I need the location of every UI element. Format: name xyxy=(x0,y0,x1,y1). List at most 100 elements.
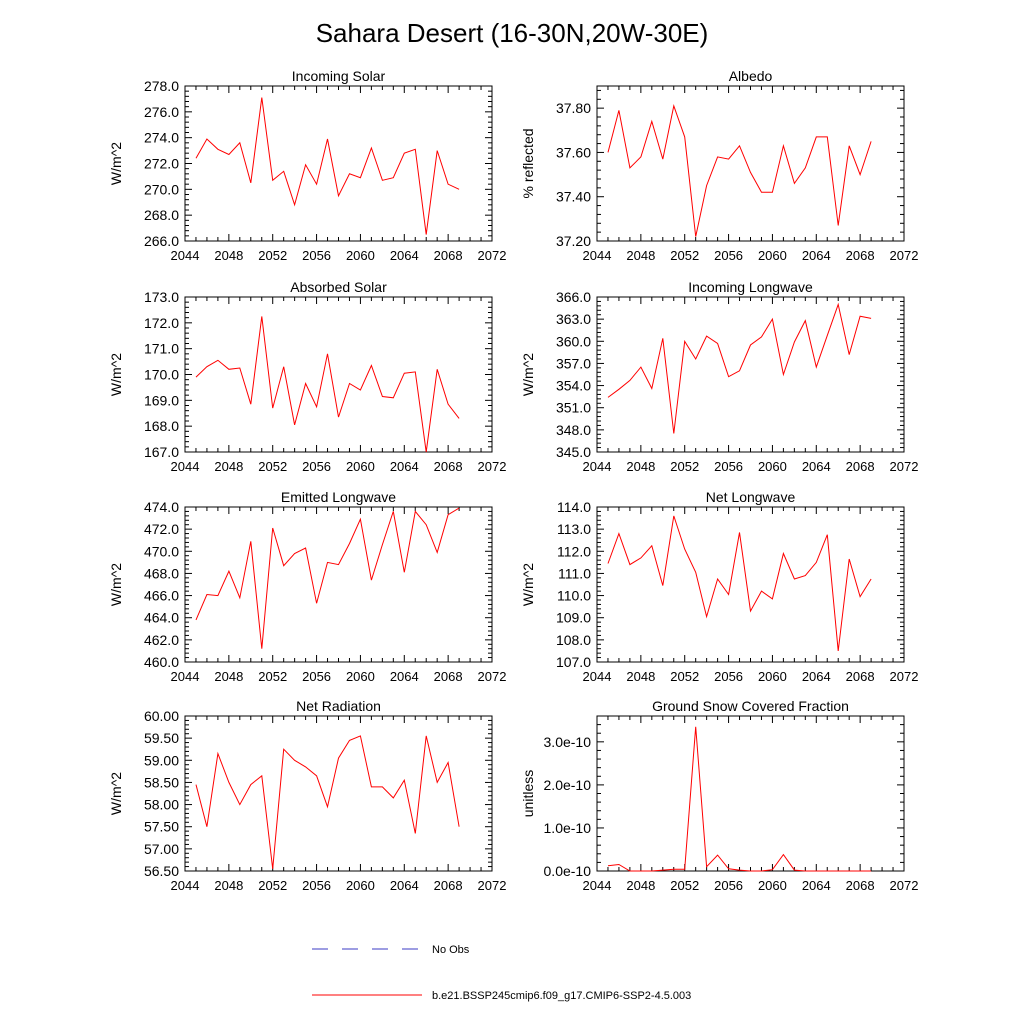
x-tick-label: 2052 xyxy=(258,878,287,893)
y-tick-label: 348.0 xyxy=(556,422,591,438)
series-line xyxy=(195,507,460,649)
y-tick-label: 57.00 xyxy=(144,841,179,857)
chart-net-longwave: Net Longwave W/m^2 2044 2048 2052 2056 2060 206… xyxy=(520,489,918,684)
y-tick-label: 171.0 xyxy=(144,341,179,357)
x-tick-label: 2072 xyxy=(890,669,919,684)
y-tick-label: 462.0 xyxy=(144,632,179,648)
y-tick-label: 276.0 xyxy=(144,104,179,120)
y-tick-label: 167.0 xyxy=(144,444,179,460)
y-tick-label: 366.0 xyxy=(556,289,591,305)
y-tick-label: 468.0 xyxy=(144,565,179,581)
x-tick-label: 2056 xyxy=(714,459,743,474)
y-tick-label: 108.0 xyxy=(556,632,591,648)
chart-title: Albedo xyxy=(729,68,773,84)
y-tick-label: 472.0 xyxy=(144,521,179,537)
chart-emitted-longwave: Emitted Longwave W/m^2 2044 2048 2052 2056 206… xyxy=(108,489,506,684)
x-tick-label: 2064 xyxy=(802,878,831,893)
y-axis-label: W/m^2 xyxy=(108,353,124,396)
y-tick-label: 466.0 xyxy=(144,588,179,604)
chart-title: Emitted Longwave xyxy=(281,489,396,505)
x-tick-label: 2048 xyxy=(214,248,243,263)
x-tick-label: 2068 xyxy=(846,248,875,263)
x-tick-label: 2068 xyxy=(434,248,463,263)
y-tick-label: 470.0 xyxy=(144,543,179,559)
x-tick-label: 2064 xyxy=(390,459,419,474)
series-line xyxy=(607,104,872,237)
x-tick-label: 2056 xyxy=(714,878,743,893)
y-tick-label: 170.0 xyxy=(144,367,179,383)
y-tick-label: 112.0 xyxy=(557,543,591,559)
y-tick-label: 109.0 xyxy=(556,610,591,626)
y-tick-label: 57.50 xyxy=(144,819,179,835)
y-tick-label: 172.0 xyxy=(144,315,179,331)
legend-model-label: b.e21.BSSP245cmip6.f09_g17.CMIP6-SSP2-4.… xyxy=(432,990,691,1002)
x-tick-label: 2060 xyxy=(758,878,787,893)
legend: No Obs b.e21.BSSP245cmip6.f09_g17.CMIP6-… xyxy=(312,944,691,1002)
y-tick-label: 270.0 xyxy=(144,181,179,197)
x-tick-label: 2060 xyxy=(346,669,375,684)
chart-albedo: Albedo % reflected 2044 2048 2052 2056 2060 206… xyxy=(520,68,918,263)
y-tick-label: 37.80 xyxy=(556,100,591,116)
y-tick-label: 2.0e-10 xyxy=(544,777,592,793)
x-tick-label: 2072 xyxy=(890,459,919,474)
y-tick-label: 111.0 xyxy=(558,565,591,581)
x-tick-label: 2048 xyxy=(626,459,655,474)
x-tick-label: 2044 xyxy=(171,878,200,893)
y-tick-label: 59.50 xyxy=(144,730,179,746)
y-tick-label: 1.0e-10 xyxy=(544,820,592,836)
x-tick-label: 2068 xyxy=(434,878,463,893)
chart-net-radiation: Net Radiation W/m^2 2044 2048 2052 2056 2060 20… xyxy=(108,698,506,893)
series-line xyxy=(195,97,460,235)
x-tick-label: 2044 xyxy=(171,669,200,684)
plot-frame xyxy=(596,296,905,453)
chart-title: Incoming Longwave xyxy=(688,279,813,295)
x-tick-label: 2072 xyxy=(478,669,507,684)
y-tick-label: 37.40 xyxy=(556,189,591,205)
y-axis-label: unitless xyxy=(520,770,536,817)
plot-frame xyxy=(596,85,905,242)
plot-frame xyxy=(184,506,493,663)
y-tick-label: 278.0 xyxy=(144,78,179,94)
x-tick-label: 2044 xyxy=(583,248,612,263)
y-tick-label: 345.0 xyxy=(556,444,591,460)
y-tick-label: 56.50 xyxy=(144,863,179,879)
x-tick-label: 2052 xyxy=(670,459,699,474)
y-tick-label: 474.0 xyxy=(144,499,179,515)
x-tick-label: 2060 xyxy=(346,248,375,263)
x-tick-label: 2060 xyxy=(758,669,787,684)
x-tick-label: 2052 xyxy=(670,248,699,263)
x-tick-label: 2052 xyxy=(258,248,287,263)
y-tick-label: 363.0 xyxy=(556,311,591,327)
x-tick-label: 2064 xyxy=(390,878,419,893)
y-tick-label: 107.0 xyxy=(556,654,591,670)
y-tick-label: 169.0 xyxy=(144,392,179,408)
chart-title: Incoming Solar xyxy=(292,68,386,84)
y-axis-label: % reflected xyxy=(520,128,536,198)
x-tick-label: 2072 xyxy=(890,248,919,263)
chart-title: Ground Snow Covered Fraction xyxy=(652,698,849,714)
series-line xyxy=(607,726,872,872)
plot-frame xyxy=(184,296,493,453)
series-line xyxy=(607,515,872,651)
x-tick-label: 2056 xyxy=(302,459,331,474)
y-tick-label: 360.0 xyxy=(556,333,591,349)
x-tick-label: 2044 xyxy=(171,459,200,474)
panels: Incoming Solar W/m^2 2044 2048 2052 2056 2060 2… xyxy=(108,68,918,893)
x-tick-label: 2064 xyxy=(802,459,831,474)
chart-title: Absorbed Solar xyxy=(290,279,387,295)
x-tick-label: 2060 xyxy=(346,878,375,893)
y-tick-label: 58.00 xyxy=(144,797,179,813)
x-tick-label: 2060 xyxy=(758,459,787,474)
x-tick-label: 2064 xyxy=(390,669,419,684)
y-axis-label: W/m^2 xyxy=(520,353,536,396)
y-tick-label: 114.0 xyxy=(557,499,591,515)
y-tick-label: 110.0 xyxy=(557,588,591,604)
x-tick-label: 2056 xyxy=(302,878,331,893)
y-tick-label: 113.0 xyxy=(557,521,591,537)
x-tick-label: 2056 xyxy=(714,669,743,684)
y-axis-label: W/m^2 xyxy=(108,563,124,606)
series-line xyxy=(195,316,460,453)
y-tick-label: 173.0 xyxy=(144,289,179,305)
y-tick-label: 268.0 xyxy=(144,207,179,223)
